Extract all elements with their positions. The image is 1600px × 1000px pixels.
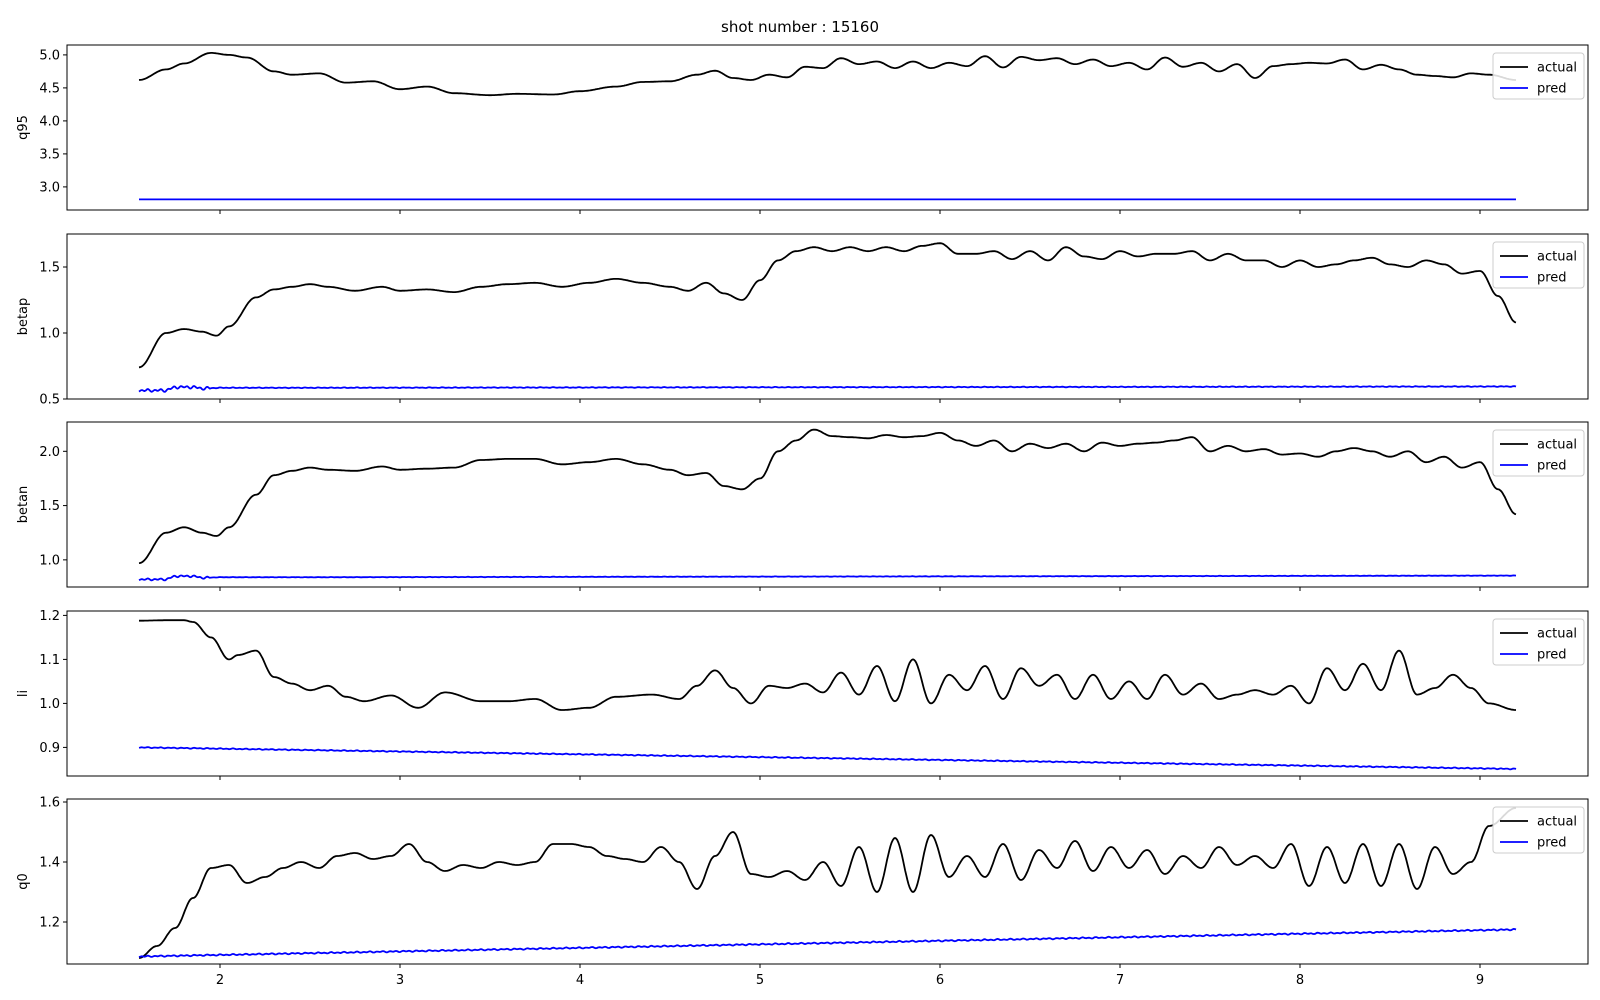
axes-frame (66, 798, 1589, 965)
ytick-label: 4.5 (39, 81, 60, 96)
ytick-label: 0.5 (39, 393, 60, 408)
subplot-betap: 0.5 1.0 1.5 betap actual pred (16, 233, 1589, 408)
ylabel: q95 (16, 115, 31, 140)
series-line-pred (138, 574, 1517, 582)
legend-label-pred: pred (1537, 82, 1567, 97)
legend-label-pred: pred (1537, 459, 1567, 474)
ytick-label: 1.0 (39, 697, 60, 712)
subplot-q95: 3.0 3.5 4.0 4.5 5.0 q95 actual pred (16, 44, 1589, 214)
ylabel: betap (16, 298, 31, 336)
legend: actual pred (1492, 241, 1585, 289)
series-line-actual (138, 428, 1517, 564)
ylabel: betan (16, 486, 31, 524)
ytick-label: 4.0 (39, 114, 60, 129)
legend-label-actual: actual (1537, 250, 1577, 265)
legend-label-pred: pred (1537, 836, 1567, 851)
series-line-actual (138, 242, 1517, 369)
subplot-q0: 1.2 1.4 1.6 2 3 4 5 6 7 8 9 q0 actual pred (16, 796, 1589, 988)
series-line-actual (138, 52, 1516, 97)
xtick-label: 3 (396, 973, 404, 988)
xtick-label: 2 (216, 973, 224, 988)
axes-frame (66, 233, 1589, 400)
legend-label-pred: pred (1537, 648, 1567, 663)
xtick-label: 5 (756, 973, 764, 988)
axes-frame (66, 44, 1589, 211)
ytick-label: 1.2 (39, 916, 60, 931)
series-line-actual (139, 619, 1516, 711)
legend: actual pred (1492, 806, 1585, 854)
xtick-label: 4 (576, 973, 584, 988)
ytick-label: 1.5 (39, 261, 60, 276)
xtick-label: 6 (936, 973, 944, 988)
legend-label-actual: actual (1537, 627, 1577, 642)
figure-suptitle: shot number : 15160 (721, 18, 879, 36)
series-line-pred (138, 385, 1517, 393)
series-line-actual (138, 807, 1517, 959)
legend-label-actual: actual (1537, 438, 1577, 453)
ytick-label: 1.4 (39, 856, 60, 871)
ylabel: li (16, 690, 31, 697)
xtick-label: 7 (1116, 973, 1124, 988)
ylabel: q0 (16, 873, 31, 890)
ytick-label: 3.0 (39, 180, 60, 195)
axes-frame (66, 610, 1589, 777)
legend: actual pred (1492, 618, 1585, 666)
ytick-label: 1.2 (39, 609, 60, 624)
legend: actual pred (1492, 429, 1585, 477)
ytick-label: 1.0 (39, 553, 60, 568)
legend-label-actual: actual (1537, 815, 1577, 830)
ytick-label: 2.0 (39, 445, 60, 460)
ytick-label: 3.5 (39, 147, 60, 162)
axes-frame (66, 421, 1589, 588)
ytick-label: 1.1 (39, 653, 60, 668)
series-line-pred (138, 746, 1517, 771)
series-line-pred (138, 928, 1517, 958)
subplot-betan: 1.0 1.5 2.0 betan actual pred (16, 421, 1589, 591)
ytick-label: 5.0 (39, 48, 60, 63)
ytick-label: 0.9 (39, 741, 60, 756)
xtick-label: 9 (1476, 973, 1484, 988)
ytick-label: 1.0 (39, 327, 60, 342)
ytick-label: 1.5 (39, 499, 60, 514)
legend-label-pred: pred (1537, 271, 1567, 286)
ytick-label: 1.6 (39, 796, 60, 811)
legend: actual pred (1492, 52, 1585, 100)
subplot-li: 0.9 1.0 1.1 1.2 li actual pred (16, 609, 1589, 780)
xtick-label: 8 (1296, 973, 1304, 988)
legend-label-actual: actual (1537, 61, 1577, 76)
